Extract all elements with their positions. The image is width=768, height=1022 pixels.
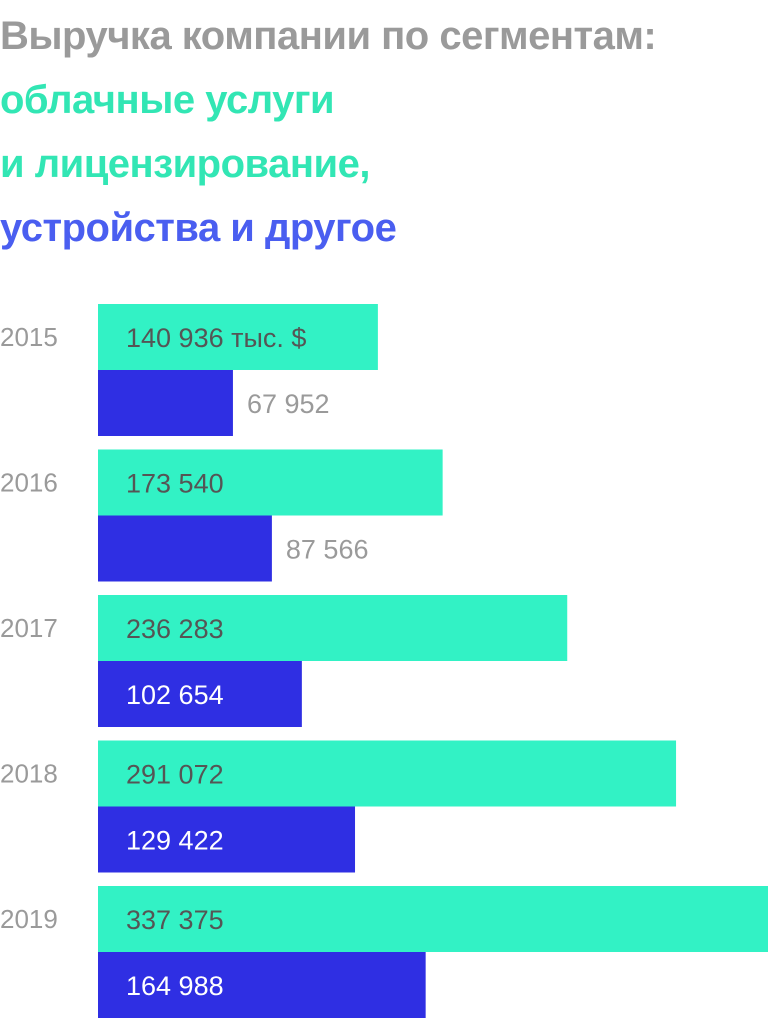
bar-value-label: 291 072 [126,760,224,790]
bar-cloud [98,740,677,807]
bar-devices [98,952,426,1018]
bar-value-label: 87 566 [286,535,369,565]
bar-cloud [98,886,768,952]
bar-value-label: 337 375 [126,905,224,935]
title-line-2: облачные услуги [0,78,335,122]
bar-value-label: 140 936 тыс. $ [126,323,306,353]
bar-value-label: 102 654 [126,680,224,710]
title-line-4: устройства и другое [0,206,397,250]
bar-cloud [98,449,443,516]
year-label: 2016 [0,468,58,498]
year-label: 2015 [0,322,58,352]
bar-value-label: 129 422 [126,826,224,856]
bar-devices [98,661,302,727]
title-line-3: и лицензирование, [0,142,370,186]
year-label: 2019 [0,904,58,934]
title-line-1: Выручка компании по сегментам: [0,14,657,58]
bar-devices [98,370,233,436]
bar-devices [98,515,272,582]
year-label: 2018 [0,759,58,789]
bar-value-label: 164 988 [126,971,224,1001]
bar-cloud [98,595,568,661]
bar-cloud [98,304,378,370]
bar-value-label: 236 283 [126,614,224,644]
bar-devices [98,806,356,873]
bar-value-label: 67 952 [247,389,330,419]
year-label: 2017 [0,613,58,643]
bar-value-label: 173 540 [126,469,224,499]
chart-title: Выручка компании по сегментам: облачные … [0,4,768,260]
